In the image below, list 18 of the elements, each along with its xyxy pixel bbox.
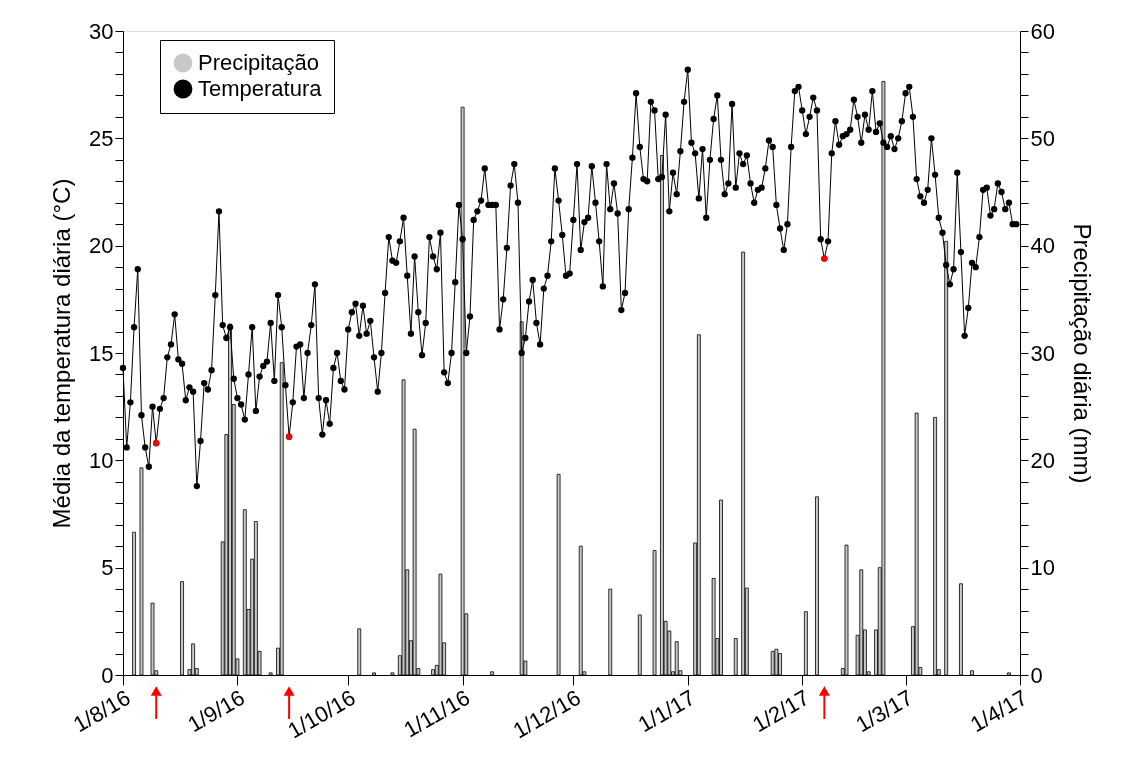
y-tick-label: 30: [89, 18, 114, 44]
y2-tick-label: 20: [1030, 447, 1055, 473]
y2-tick-label: 40: [1030, 233, 1055, 259]
y-tick-label: 20: [89, 233, 114, 259]
y2-tick-label: 10: [1030, 555, 1055, 581]
y2-tick-label: 0: [1030, 662, 1043, 688]
legend-label: Precipitação: [198, 50, 320, 75]
y2-tick-label: 60: [1030, 18, 1055, 44]
y-axis-title: Média da temperatura diária (°C): [48, 178, 76, 529]
y-tick-label: 25: [89, 125, 114, 151]
y2-tick-label: 50: [1030, 125, 1055, 151]
y-tick-label: 10: [89, 447, 114, 473]
y-tick-label: 15: [89, 340, 114, 366]
y-tick-label: 5: [101, 555, 114, 581]
y2-axis-title: Precipitação diária (mm): [1068, 223, 1096, 484]
y2-tick-label: 30: [1030, 340, 1055, 366]
legend-label: Temperatura: [198, 76, 323, 101]
y-tick-label: 0: [101, 662, 114, 688]
